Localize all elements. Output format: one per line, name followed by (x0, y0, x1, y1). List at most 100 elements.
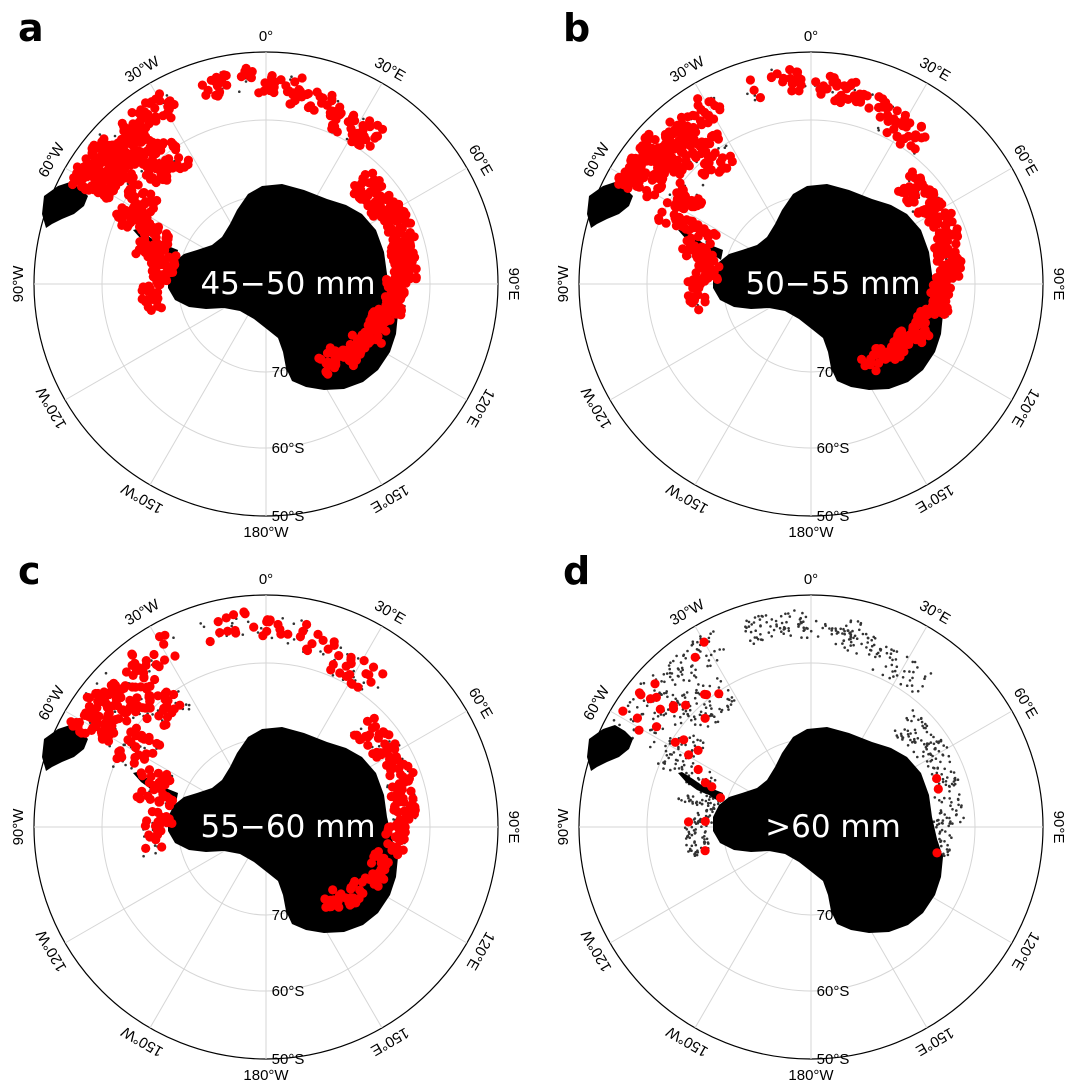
observation-point (694, 821, 697, 824)
highlight-point (353, 129, 362, 138)
observation-point (962, 817, 965, 820)
highlight-point (722, 164, 731, 173)
observation-point (675, 655, 678, 658)
observation-point (798, 623, 801, 626)
highlight-point (820, 84, 829, 93)
observation-point (694, 697, 697, 700)
highlight-point (153, 808, 162, 817)
observation-point (668, 664, 671, 667)
highlight-point (932, 848, 941, 857)
observation-point (878, 655, 881, 658)
highlight-point (710, 230, 719, 239)
observation-point (670, 753, 673, 756)
observation-point (943, 797, 946, 800)
observation-point (943, 768, 946, 771)
highlight-point (142, 162, 151, 171)
highlight-point (331, 107, 340, 116)
observation-point (665, 690, 668, 693)
highlight-point (120, 147, 129, 156)
observation-point (691, 644, 694, 647)
observation-point (660, 680, 663, 683)
highlight-point (684, 817, 693, 826)
observation-point (691, 802, 694, 805)
observation-point (694, 669, 697, 672)
highlight-point (155, 797, 164, 806)
observation-point (847, 649, 850, 652)
highlight-point (155, 632, 164, 641)
highlight-point (174, 153, 183, 162)
highlight-point (701, 714, 710, 723)
highlight-point (884, 103, 893, 112)
highlight-point (840, 94, 849, 103)
highlight-point (237, 72, 246, 81)
highlight-point (940, 310, 949, 319)
latitude-label: 50°S (272, 508, 305, 525)
highlight-point (128, 119, 137, 128)
observation-point (850, 641, 853, 644)
highlight-point (915, 310, 924, 319)
observation-point (690, 765, 693, 768)
highlight-point (374, 730, 383, 739)
longitude-label: 120°E (463, 929, 498, 973)
observation-point (955, 809, 958, 812)
highlight-point (369, 870, 378, 879)
observation-point (681, 669, 684, 672)
highlight-point (678, 244, 687, 253)
observation-point (711, 713, 714, 716)
highlight-point (898, 329, 907, 338)
observation-point (858, 629, 861, 632)
observation-point (868, 653, 871, 656)
highlight-point (137, 206, 146, 215)
highlight-point (399, 760, 408, 769)
highlight-point (687, 201, 696, 210)
highlight-point (376, 749, 385, 758)
observation-point (909, 739, 912, 742)
observation-point (909, 679, 912, 682)
observation-point (895, 658, 898, 661)
observation-point (929, 760, 932, 763)
highlight-point (385, 752, 394, 761)
observation-point (906, 719, 909, 722)
observation-point (697, 777, 700, 780)
observation-point (705, 655, 708, 658)
highlight-point (353, 683, 362, 692)
highlight-point (700, 638, 709, 647)
longitude-label: 30°W (667, 596, 708, 630)
observation-point (946, 817, 949, 820)
highlight-point (652, 722, 661, 731)
highlight-point (374, 181, 383, 190)
observation-point (896, 665, 899, 668)
highlight-point (696, 200, 705, 209)
observation-point (677, 675, 680, 678)
observation-point (785, 621, 788, 624)
highlight-point (118, 119, 127, 128)
highlight-point (385, 771, 394, 780)
longitude-label: 150°W (663, 479, 711, 517)
polar-map-c: 55−60 mm0°30°E60°E90°E120°E150°E180°W150… (0, 543, 533, 1086)
highlight-point (162, 163, 171, 172)
observation-point (672, 660, 675, 663)
observation-point (893, 650, 896, 653)
longitude-label: 90°E (505, 268, 522, 301)
highlight-point (135, 237, 144, 246)
observation-point (696, 648, 699, 651)
highlight-point (323, 358, 332, 367)
highlight-point (691, 653, 700, 662)
highlight-point (355, 886, 364, 895)
observation-point (680, 722, 683, 725)
observation-point (950, 836, 953, 839)
highlight-point (260, 78, 269, 87)
observation-point (940, 840, 943, 843)
observation-point (901, 738, 904, 741)
observation-point (684, 657, 687, 660)
observation-point (900, 683, 903, 686)
highlight-point (641, 168, 650, 177)
highlight-point (161, 233, 170, 242)
observation-point (828, 627, 831, 630)
observation-point (242, 633, 245, 636)
observation-point (322, 653, 325, 656)
observation-point (669, 661, 672, 664)
observation-point (949, 822, 952, 825)
highlight-point (832, 82, 841, 91)
observation-point (293, 638, 296, 641)
